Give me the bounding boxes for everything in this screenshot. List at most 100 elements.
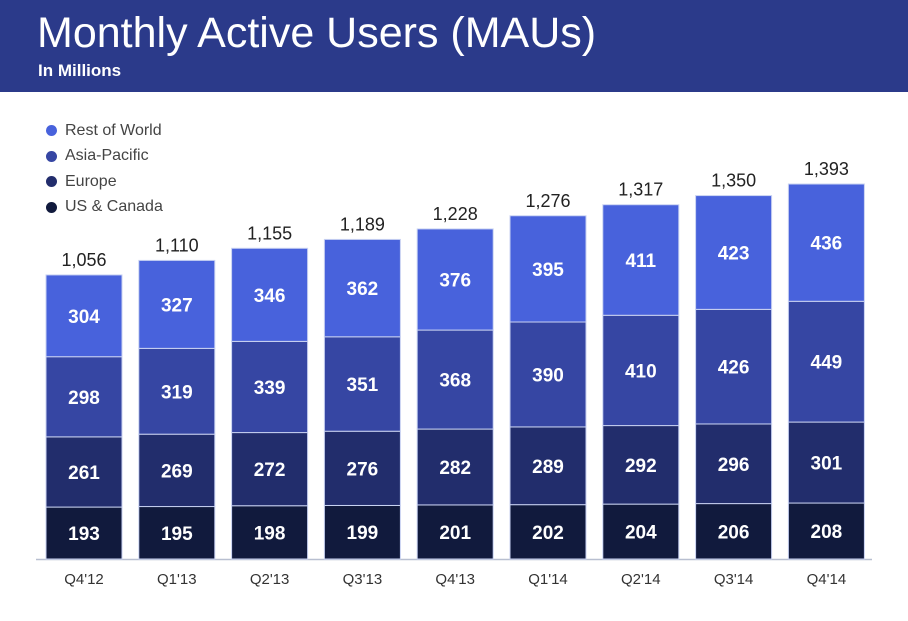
bar-segment: [602, 314, 680, 427]
legend-swatch-icon: [46, 150, 57, 162]
total-label: 1,056: [61, 250, 106, 270]
data-label: 193: [68, 524, 100, 545]
bar-segment: [509, 215, 587, 323]
x-tick-label: Q1'14: [528, 571, 568, 588]
data-label: 202: [532, 523, 564, 544]
bar-segment: [509, 426, 587, 506]
bar-segment: [231, 247, 309, 342]
page-subtitle: In Millions: [38, 61, 122, 80]
data-label: 368: [439, 371, 471, 392]
data-label: 292: [625, 456, 657, 477]
bar-segment: [231, 432, 309, 507]
data-label: 411: [625, 251, 656, 272]
data-label: 423: [718, 243, 750, 264]
data-label: 201: [439, 523, 471, 544]
legend-item: US & Canada: [46, 195, 163, 221]
bar-segment: [416, 504, 494, 560]
x-tick-label: Q2'14: [621, 571, 661, 588]
total-label: 1,110: [155, 235, 199, 255]
data-label: 376: [439, 271, 471, 292]
data-label: 304: [68, 307, 100, 328]
data-label: 261: [68, 463, 100, 484]
bar-segment: [695, 195, 773, 310]
data-label: 208: [811, 522, 843, 543]
legend-label: US & Canada: [65, 198, 163, 216]
total-label: 1,393: [804, 159, 849, 179]
x-tick-label: Q3'14: [714, 571, 754, 588]
header-banner: Monthly Active Users (MAUs) In Millions: [0, 0, 908, 92]
data-label: 204: [625, 523, 657, 544]
data-label: 206: [718, 522, 750, 543]
total-label: 1,228: [433, 204, 478, 224]
bar-segment: [323, 336, 401, 432]
data-label: 426: [718, 358, 750, 379]
data-label: 289: [532, 457, 564, 478]
data-label: 301: [811, 454, 843, 475]
data-label: 410: [625, 361, 657, 382]
data-label: 198: [254, 523, 286, 544]
data-label: 390: [532, 365, 564, 386]
data-label: 449: [811, 353, 843, 374]
bar-segment: [45, 274, 123, 358]
bar-segment: [323, 238, 401, 338]
data-label: 351: [347, 375, 379, 396]
data-label: 272: [254, 460, 286, 481]
legend-label: Europe: [65, 172, 117, 190]
data-label: 276: [347, 459, 379, 480]
bar-segment: [138, 347, 216, 435]
bar-segment: [787, 421, 865, 504]
x-tick-label: Q4'14: [807, 571, 847, 588]
bar-segment: [416, 428, 494, 506]
data-label: 298: [68, 388, 100, 409]
data-label: 282: [439, 458, 471, 479]
x-tick-label: Q4'12: [64, 571, 104, 588]
legend-label: Asia-Pacific: [65, 147, 149, 165]
legend-swatch-icon: [46, 125, 57, 137]
page-title: Monthly Active Users (MAUs): [37, 9, 597, 57]
bar-segment: [45, 506, 123, 560]
bar-segment: [45, 356, 123, 438]
bar-segment: [602, 204, 680, 316]
total-label: 1,317: [618, 180, 663, 200]
bar-segment: [509, 504, 587, 560]
bar-segment: [416, 329, 494, 430]
bar-segment: [602, 425, 680, 505]
data-label: 327: [161, 295, 193, 316]
bar-segment: [45, 436, 123, 508]
x-tick-label: Q1'13: [157, 571, 197, 588]
bar-segment: [787, 502, 865, 560]
data-label: 319: [161, 382, 193, 403]
total-label: 1,189: [340, 214, 385, 234]
bar-segment: [602, 503, 680, 560]
legend-item: Europe: [46, 169, 163, 195]
bar-segment: [138, 433, 216, 508]
bar-segment: [416, 228, 494, 331]
legend-label: Rest of World: [65, 121, 162, 139]
data-label: 296: [718, 455, 750, 476]
total-label: 1,350: [711, 171, 756, 191]
legend-item: Rest of World: [46, 118, 163, 144]
data-label: 195: [161, 524, 193, 545]
legend: Rest of World Asia-Pacific Europe US & Cana…: [46, 118, 163, 220]
bar-segment: [231, 505, 309, 560]
data-label: 339: [254, 378, 286, 399]
x-tick-label: Q2'13: [250, 571, 290, 588]
total-label: 1,276: [525, 191, 570, 211]
data-label: 395: [532, 260, 564, 281]
total-label: 1,155: [247, 223, 292, 243]
bar-segment: [231, 340, 309, 434]
bar-segment: [138, 259, 216, 349]
legend-swatch-icon: [46, 176, 57, 188]
data-label: 199: [347, 523, 379, 544]
legend-swatch-icon: [46, 201, 57, 213]
x-tick-label: Q3'13: [343, 571, 383, 588]
data-label: 346: [254, 286, 286, 307]
bar-segment: [787, 183, 865, 302]
legend-item: Asia-Pacific: [46, 144, 163, 170]
data-label: 436: [811, 234, 843, 255]
data-label: 269: [161, 461, 193, 482]
bar-segment: [787, 300, 865, 423]
bar-segment: [509, 321, 587, 428]
data-label: 362: [347, 279, 379, 300]
